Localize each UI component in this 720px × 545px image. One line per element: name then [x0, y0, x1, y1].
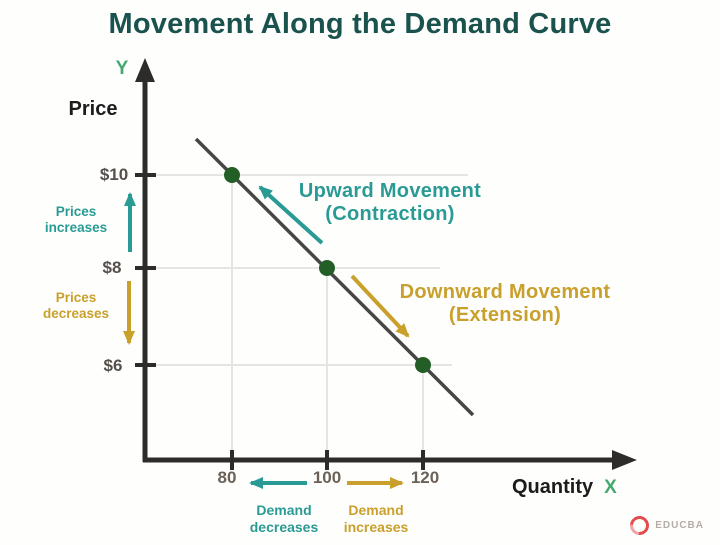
- label-demand-increases: Demand increases: [343, 502, 409, 535]
- y-axis-arrowhead: [135, 58, 155, 82]
- page-title: Movement Along the Demand Curve: [108, 8, 612, 40]
- educba-icon: [626, 512, 654, 539]
- x-axis-symbol: X: [604, 477, 617, 498]
- x-tick-label-80: 80: [217, 468, 237, 487]
- label-prices-increases: Prices increases: [44, 204, 108, 235]
- y-axis: [135, 58, 155, 462]
- data-points: [224, 167, 431, 373]
- annotation-downward-movement: Downward Movement (Extension): [399, 281, 611, 326]
- axis-tick-marks: [135, 173, 425, 470]
- y-tick-label-8: $8: [102, 258, 122, 277]
- downward-movement-arrow-icon: [350, 274, 410, 338]
- x-axis-title: Quantity: [512, 476, 594, 498]
- y-axis-symbol: Y: [115, 58, 129, 79]
- data-point-q120-p6: [415, 357, 431, 373]
- x-tick-label-100: 100: [312, 468, 342, 487]
- x-axis-arrowhead: [612, 450, 637, 470]
- label-demand-decreases: Demand decreases: [249, 502, 319, 535]
- annotation-upward-movement: Upward Movement (Contraction): [298, 180, 482, 225]
- gridlines: [149, 174, 468, 456]
- x-axis: [143, 450, 637, 470]
- data-point-q80-p10: [224, 167, 240, 183]
- y-tick-label-10: $10: [99, 165, 129, 184]
- x-tick-label-120: 120: [410, 468, 440, 487]
- x-axis-title-group: Quantity X: [512, 476, 617, 499]
- brand-name: EDUCBA: [655, 520, 704, 531]
- brand-logo: EDUCBA: [626, 512, 704, 539]
- y-tick-label-6: $6: [103, 356, 123, 375]
- upward-movement-arrow-icon: [258, 185, 324, 245]
- label-prices-decreases: Prices decreases: [42, 290, 110, 321]
- y-axis-title: Price: [68, 98, 118, 120]
- data-point-q100-p8: [319, 260, 335, 276]
